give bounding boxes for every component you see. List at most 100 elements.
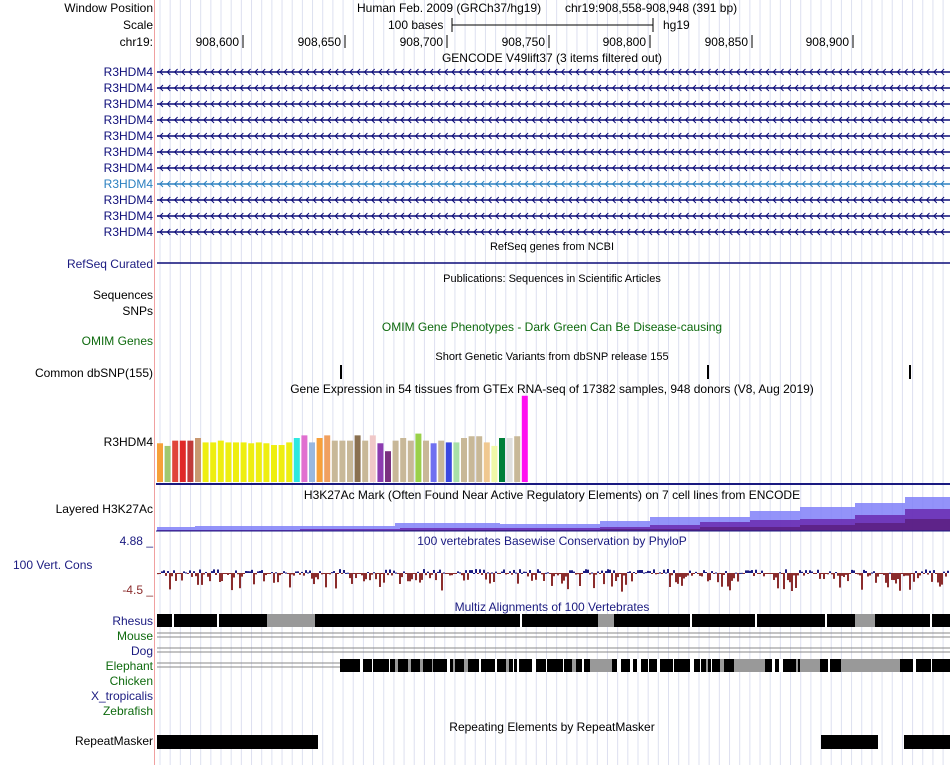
phylop-bar	[651, 573, 653, 574]
gencode-strand-arrows	[159, 212, 945, 220]
phylop-bar	[361, 573, 363, 576]
gtex-bar	[392, 440, 399, 482]
multiz-species-label[interactable]: Elephant	[105, 659, 153, 673]
gtex-label[interactable]: R3HDM4	[103, 435, 153, 449]
phylop-bar	[589, 573, 591, 575]
phylop-bar	[597, 571, 599, 573]
phylop-bar	[813, 573, 815, 574]
phylop-bar	[195, 573, 197, 577]
phylop-bar	[583, 570, 585, 573]
multiz-species-label[interactable]: Chicken	[109, 674, 153, 688]
gencode-gene-label[interactable]: R3HDM4	[103, 65, 153, 79]
phylop-bar	[243, 573, 245, 574]
phylop-bar	[447, 573, 449, 574]
phylop-bar	[825, 573, 827, 574]
gencode-gene-label[interactable]: R3HDM4	[103, 81, 153, 95]
phylop-bar	[633, 572, 635, 574]
gtex-bar	[324, 435, 331, 482]
phylop-bar	[249, 571, 251, 573]
pubs-snps-label[interactable]: SNPs	[122, 304, 153, 318]
gtex-bar	[354, 435, 361, 482]
gencode-gene-label[interactable]: R3HDM4	[103, 97, 153, 111]
multiz-elephant-gap	[590, 659, 612, 672]
phylop-bar	[363, 573, 365, 582]
gencode-gene-label[interactable]: R3HDM4	[103, 113, 153, 127]
rmsk-label[interactable]: RepeatMasker	[74, 734, 153, 748]
rmsk-title: Repeating Elements by RepeatMasker	[449, 720, 655, 734]
gencode-gene-label[interactable]: R3HDM4	[103, 129, 153, 143]
phylop-bar	[411, 573, 413, 580]
phylop-bar	[739, 572, 741, 574]
phylop-bar	[405, 573, 407, 574]
gtex-bar	[506, 438, 513, 482]
phylop-bar	[547, 572, 549, 574]
omim-label[interactable]: OMIM Genes	[81, 334, 153, 348]
gtex-bar	[263, 443, 270, 482]
phylop-bar	[627, 571, 629, 573]
phylop-bar	[537, 569, 539, 573]
phylop-bar	[907, 573, 909, 576]
phylop-bar	[707, 573, 709, 582]
phylop-bar	[945, 573, 947, 577]
phylop-label[interactable]: 100 Vert. Cons	[13, 558, 93, 572]
gencode-gene-label[interactable]: R3HDM4	[103, 209, 153, 223]
h3k27ac-label[interactable]: Layered H3K27Ac	[55, 502, 153, 516]
multiz-species-label[interactable]: X_tropicalis	[90, 689, 153, 703]
phylop-bar	[457, 571, 459, 573]
multiz-species-label[interactable]: Rhesus	[112, 614, 153, 628]
multiz-rhesus-gap	[755, 614, 757, 627]
dbsnp-variant	[707, 365, 709, 379]
phylop-bar	[683, 573, 685, 579]
phylop-bar	[271, 572, 273, 574]
dbsnp-label[interactable]: Common dbSNP(155)	[34, 366, 153, 380]
phylop-bar	[175, 573, 177, 581]
phylop-bar	[413, 573, 415, 574]
phylop-bar	[869, 573, 871, 576]
multiz-species-label[interactable]: Zebrafish	[102, 704, 153, 718]
gtex-bar	[286, 442, 293, 482]
phylop-bar	[803, 573, 805, 576]
gencode-gene-label[interactable]: R3HDM4	[103, 145, 153, 159]
phylop-bar	[689, 570, 691, 573]
pubs-sequences-label[interactable]: Sequences	[92, 288, 153, 302]
phylop-bar	[201, 573, 203, 585]
phylop-bar	[785, 569, 787, 573]
phylop-bar	[209, 573, 211, 582]
phylop-bar	[795, 573, 797, 588]
gencode-gene-label[interactable]: R3HDM4	[103, 177, 153, 191]
phylop-bar	[639, 570, 641, 573]
phylop-bar	[635, 573, 637, 574]
phylop-bar	[585, 569, 587, 573]
phylop-bar	[287, 573, 289, 574]
scale-text: 100 bases	[388, 18, 444, 32]
phylop-bar	[441, 573, 443, 591]
multiz-elephant-gap	[673, 659, 674, 672]
phylop-bar	[553, 573, 555, 577]
gencode-strand-arrows	[159, 100, 945, 108]
phylop-bar	[453, 573, 455, 575]
phylop-bar	[513, 569, 515, 573]
gencode-gene-label[interactable]: R3HDM4	[103, 161, 153, 175]
phylop-bar	[449, 573, 451, 576]
multiz-species-label[interactable]: Mouse	[116, 629, 153, 643]
refseq-label[interactable]: RefSeq Curated	[66, 257, 153, 271]
phylop-bar	[749, 570, 751, 573]
phylop-bar	[699, 573, 701, 576]
multiz-species-label[interactable]: Dog	[130, 644, 153, 658]
rmsk-repeat-block	[904, 735, 950, 749]
phylop-bar	[925, 569, 927, 573]
phylop-bar	[279, 573, 281, 576]
phylop-bar	[343, 569, 345, 573]
multiz-rhesus-gap	[217, 614, 219, 627]
gtex-bar	[362, 440, 369, 482]
multiz-elephant-gap	[532, 659, 536, 672]
gencode-strand-arrows	[159, 84, 945, 92]
gencode-gene-label[interactable]: R3HDM4	[103, 225, 153, 239]
phylop-bar	[607, 569, 609, 573]
phylop-bar	[307, 572, 309, 574]
phylop-bar	[625, 573, 627, 585]
multiz-elephant-gap	[563, 659, 564, 672]
ruler-tick-label: 908,900	[805, 35, 849, 49]
gencode-gene-label[interactable]: R3HDM4	[103, 193, 153, 207]
